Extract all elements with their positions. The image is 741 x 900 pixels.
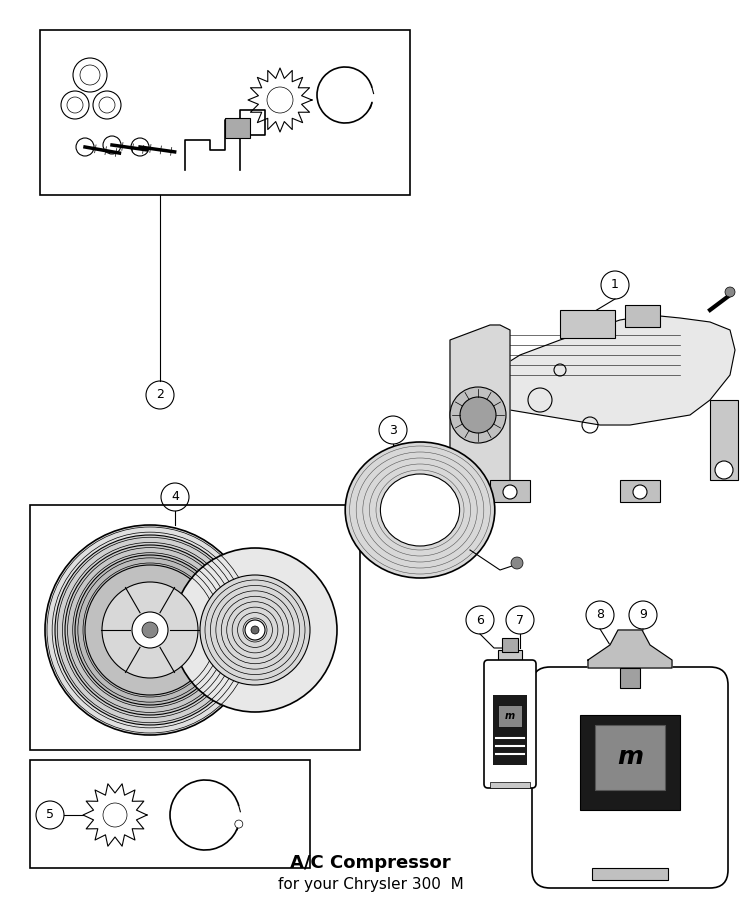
Circle shape [200,575,310,685]
Circle shape [450,387,506,443]
Bar [30,505,360,750]
Circle shape [102,582,198,678]
Bar [580,715,680,810]
Text: 9: 9 [639,608,647,622]
Bar [498,650,522,664]
Text: for your Chrysler 300  M: for your Chrysler 300 M [278,877,463,892]
Circle shape [511,557,523,569]
Bar [225,118,250,138]
Circle shape [251,626,259,634]
Text: 7: 7 [516,614,524,626]
Ellipse shape [345,442,495,578]
Bar [502,638,518,652]
Circle shape [75,555,225,705]
Text: 4: 4 [171,491,179,503]
Bar [490,782,530,788]
Bar [595,725,665,790]
Circle shape [503,485,517,499]
Bar [40,30,410,195]
Bar [592,868,668,880]
Ellipse shape [380,474,459,546]
Text: m: m [617,745,643,769]
Bar [490,480,530,502]
Text: 8: 8 [596,608,604,622]
Circle shape [725,287,735,297]
Polygon shape [450,325,510,500]
Circle shape [65,545,235,715]
Circle shape [45,525,255,735]
Text: 6: 6 [476,614,484,626]
Circle shape [142,622,158,638]
Circle shape [235,820,243,828]
Bar [620,480,660,502]
Bar [498,705,522,727]
Text: 2: 2 [156,389,164,401]
Circle shape [633,485,647,499]
Polygon shape [588,630,672,668]
Bar [625,305,660,327]
Text: 1: 1 [611,278,619,292]
Polygon shape [450,315,735,500]
FancyBboxPatch shape [484,660,536,788]
Text: 5: 5 [46,808,54,822]
Bar [620,668,640,688]
Circle shape [460,397,496,433]
Text: A/C Compressor: A/C Compressor [290,854,451,872]
Circle shape [85,565,215,695]
Circle shape [245,620,265,640]
Bar [560,310,615,338]
Bar [710,400,738,480]
Text: m: m [505,711,515,721]
Bar [30,760,310,868]
Circle shape [132,612,168,648]
Circle shape [715,461,733,479]
Text: 3: 3 [389,424,397,436]
Bar [493,695,527,765]
Circle shape [55,535,245,725]
FancyBboxPatch shape [532,667,728,888]
Circle shape [173,548,337,712]
